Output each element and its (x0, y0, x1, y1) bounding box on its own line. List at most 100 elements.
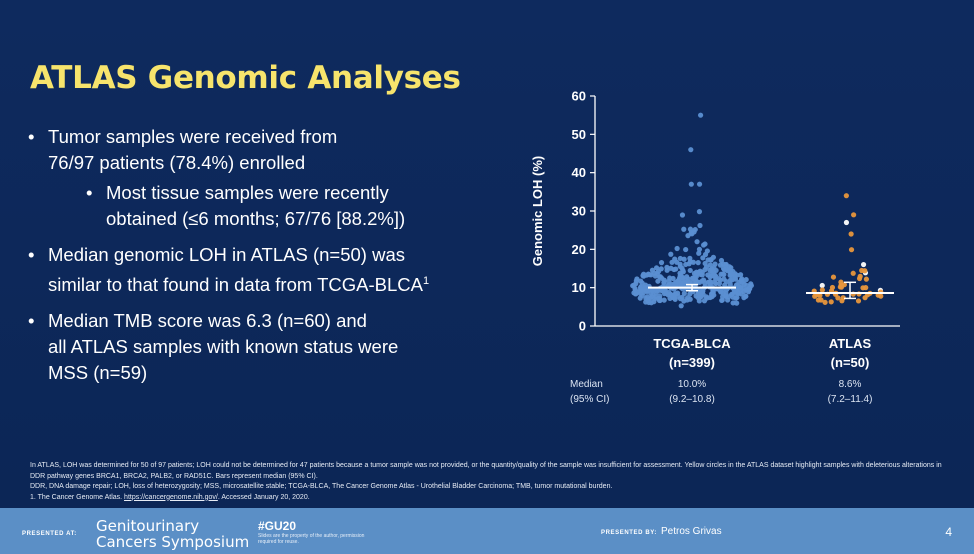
data-point (652, 294, 659, 300)
data-point (633, 281, 639, 287)
bullet-loh: Median genomic LOH in ATLAS (n=50) was s… (28, 242, 498, 298)
footnotes: In ATLAS, LOH was determined for 50 of 9… (30, 461, 950, 503)
data-point (700, 242, 707, 248)
data-point (716, 276, 722, 282)
footnote-ref: 1 (422, 275, 430, 287)
data-point (665, 292, 671, 298)
data-point (685, 233, 691, 239)
data-point (835, 295, 841, 301)
group-n: (n=399) (669, 355, 715, 370)
data-point (679, 265, 685, 271)
bullet-list: Tumor samples were received from 76/97 p… (28, 124, 498, 396)
data-point (642, 282, 649, 288)
footnote-ref-text: 1. The Cancer Genome Atlas. (30, 493, 125, 501)
data-point (855, 298, 862, 304)
data-point (860, 261, 867, 268)
presented-by-label: PRESENTED BY: (601, 530, 658, 536)
data-point (741, 281, 747, 287)
data-point (687, 226, 694, 232)
data-point (863, 285, 869, 291)
data-point (727, 277, 734, 283)
group-ci: (9.2–10.8) (669, 394, 715, 405)
data-point (692, 275, 698, 281)
data-point (664, 267, 670, 273)
ci-row-label: (95% CI) (570, 394, 609, 405)
group-median: 10.0% (678, 379, 706, 390)
data-point (709, 266, 715, 272)
bullet-text: Tumor samples were received from (48, 126, 338, 147)
data-point (819, 287, 825, 293)
data-point (725, 297, 731, 303)
data-point (857, 273, 863, 279)
data-point (743, 277, 749, 283)
data-point (721, 276, 727, 282)
tcga-link[interactable]: https://cancergenome.nih.gov/ (124, 493, 218, 501)
data-point (708, 280, 714, 286)
data-point (638, 278, 644, 284)
data-point (656, 274, 663, 280)
data-point (670, 275, 676, 282)
presented-at-label: PRESENTED AT: (22, 531, 77, 537)
bullet-samples: Tumor samples were received from 76/97 p… (28, 124, 498, 232)
data-point (678, 303, 684, 309)
conference-line: Cancers Symposium (96, 533, 250, 551)
conference-line: Genitourinary (96, 517, 200, 535)
y-tick-label: 0 (579, 319, 586, 334)
data-point (748, 282, 754, 289)
data-point (649, 288, 655, 294)
data-point (668, 251, 674, 257)
data-point (723, 266, 730, 272)
data-point (672, 291, 678, 297)
data-point (727, 281, 733, 287)
slide-title: ATLAS Genomic Analyses (30, 60, 461, 96)
data-point (696, 246, 703, 252)
data-point (843, 219, 850, 226)
data-point (720, 294, 726, 300)
bullet-text: all ATLAS samples with known status were (48, 336, 399, 358)
data-point (700, 255, 706, 261)
data-point (697, 112, 704, 118)
data-point (658, 266, 664, 272)
data-point (819, 282, 825, 289)
group-n: (n=50) (831, 355, 870, 370)
page-number: 4 (945, 525, 952, 539)
footnote-text: In ATLAS, LOH was determined for 50 of 9… (30, 462, 942, 480)
data-point (683, 246, 689, 253)
hashtag: #GU20 (258, 519, 297, 533)
data-point (697, 222, 703, 229)
data-point (843, 193, 849, 199)
data-point (696, 209, 703, 215)
data-point (732, 295, 739, 301)
y-tick-label: 30 (572, 204, 586, 219)
data-point (684, 295, 691, 301)
hashtag-note: Slides are the property of the author, p… (258, 533, 365, 545)
data-point (733, 290, 739, 296)
data-point (699, 278, 705, 284)
data-point (695, 260, 701, 266)
data-point (679, 294, 685, 300)
data-point (655, 278, 661, 284)
data-point (822, 299, 828, 305)
y-tick-label: 50 (572, 127, 586, 142)
median-row-label: Median (570, 379, 603, 390)
data-point (658, 260, 665, 266)
data-point (705, 272, 711, 278)
data-point (859, 267, 865, 274)
data-point (680, 274, 686, 281)
y-axis-label: Genomic LOH (%) (530, 156, 545, 267)
data-point (818, 297, 824, 303)
data-point (687, 267, 693, 274)
data-point (691, 229, 697, 235)
y-tick-label: 10 (572, 280, 586, 295)
data-point (661, 297, 667, 303)
data-point (696, 250, 702, 256)
data-point (681, 290, 687, 297)
data-point (679, 212, 686, 218)
data-point (862, 295, 868, 301)
data-point (704, 248, 710, 254)
data-point (733, 282, 740, 288)
data-point (657, 297, 663, 304)
data-point (703, 264, 710, 270)
data-point (828, 299, 834, 305)
data-point (673, 266, 679, 272)
